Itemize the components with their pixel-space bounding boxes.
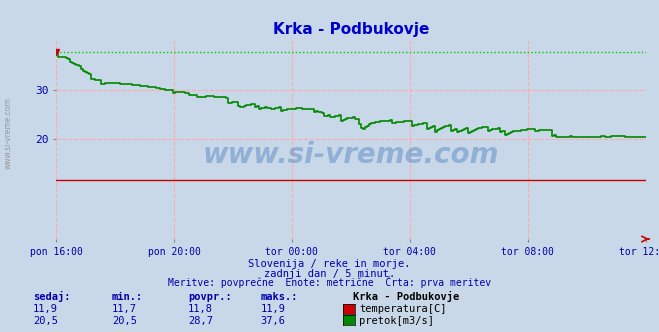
Text: www.si-vreme.com: www.si-vreme.com (3, 97, 13, 169)
Text: 37,6: 37,6 (260, 316, 285, 326)
Text: 28,7: 28,7 (188, 316, 213, 326)
Text: 11,9: 11,9 (260, 304, 285, 314)
Title: Krka - Podbukovje: Krka - Podbukovje (273, 22, 429, 37)
Text: 11,7: 11,7 (112, 304, 137, 314)
Text: min.:: min.: (112, 292, 143, 302)
Text: www.si-vreme.com: www.si-vreme.com (203, 141, 499, 169)
Text: maks.:: maks.: (260, 292, 298, 302)
Text: povpr.:: povpr.: (188, 292, 231, 302)
Text: temperatura[C]: temperatura[C] (359, 304, 447, 314)
Text: 11,9: 11,9 (33, 304, 58, 314)
Text: pretok[m3/s]: pretok[m3/s] (359, 316, 434, 326)
Text: 20,5: 20,5 (112, 316, 137, 326)
Text: zadnji dan / 5 minut.: zadnji dan / 5 minut. (264, 269, 395, 279)
Text: sedaj:: sedaj: (33, 291, 71, 302)
Text: Krka - Podbukovje: Krka - Podbukovje (353, 291, 459, 302)
Text: 20,5: 20,5 (33, 316, 58, 326)
Text: 11,8: 11,8 (188, 304, 213, 314)
Text: Slovenija / reke in morje.: Slovenija / reke in morje. (248, 259, 411, 269)
Text: Meritve: povprečne  Enote: metrične  Črta: prva meritev: Meritve: povprečne Enote: metrične Črta:… (168, 276, 491, 288)
